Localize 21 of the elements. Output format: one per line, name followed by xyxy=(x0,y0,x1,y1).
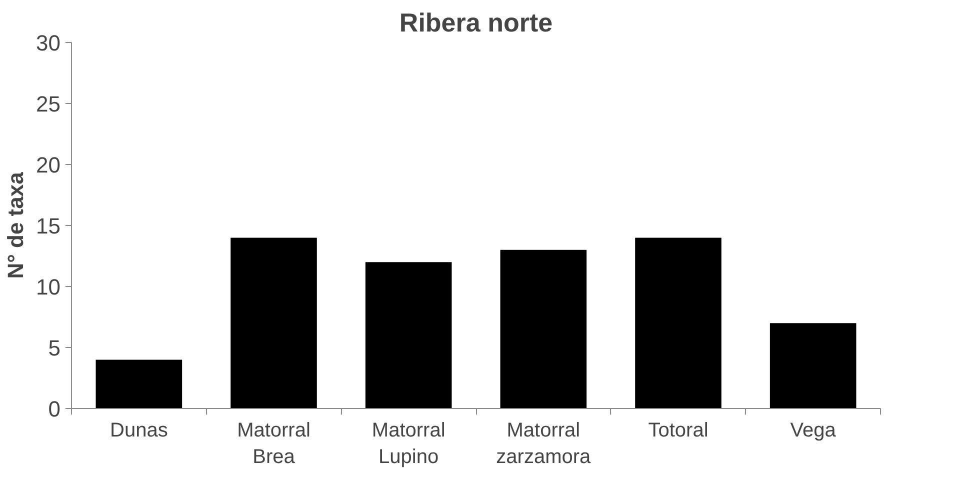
bar xyxy=(500,250,587,408)
x-tick-label: Vega xyxy=(790,420,837,442)
x-tick-label: Matorral zarzamora xyxy=(496,420,592,468)
y-tick-label: 15 xyxy=(36,214,61,238)
bar xyxy=(230,238,317,408)
chart-title: Ribera norte xyxy=(399,8,553,38)
bar xyxy=(770,323,856,408)
x-tick-label: Matorral Lupino xyxy=(372,420,446,468)
y-tick-label: 10 xyxy=(36,274,61,300)
y-tick-label: 0 xyxy=(48,396,61,422)
y-tick-label: 5 xyxy=(48,336,61,360)
y-tick-label: 25 xyxy=(36,92,61,116)
y-tick-label: 20 xyxy=(36,152,61,178)
bar xyxy=(365,262,452,408)
bar xyxy=(635,238,722,408)
x-tick-label: Totoral xyxy=(648,420,708,442)
y-tick-label: 30 xyxy=(36,30,61,56)
y-axis-title: N° de taxa xyxy=(3,171,28,279)
bar xyxy=(96,360,182,408)
x-tick-label: Matorral Brea xyxy=(237,420,310,468)
x-tick-label: Dunas xyxy=(110,420,168,442)
